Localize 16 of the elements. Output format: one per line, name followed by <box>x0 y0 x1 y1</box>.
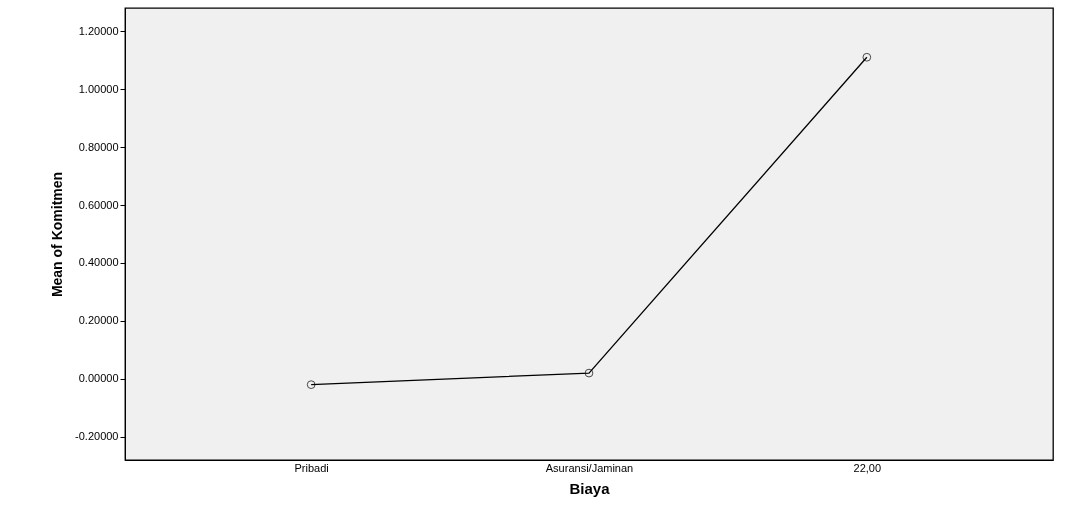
y-tick-label: 0.20000 <box>78 314 119 327</box>
y-tick-label: 0.40000 <box>78 256 119 269</box>
y-tick-label: 0.00000 <box>78 372 119 385</box>
y-tick-label: -0.20000 <box>75 430 119 443</box>
x-tick-label: 22,00 <box>853 461 882 474</box>
point <box>306 380 316 390</box>
y-tick-label: 1.00000 <box>78 82 119 95</box>
y-tick-label: 1.20000 <box>78 24 119 37</box>
y-tick-label: 0.60000 <box>78 198 119 211</box>
y-axis-title: Mean of Komitmen <box>49 171 66 298</box>
x-tick-label: Asuransi/Jaminan <box>545 461 634 474</box>
x-axis-title: Biaya <box>569 479 611 497</box>
x-tick-label: Pribadi <box>294 461 329 474</box>
y-tick-label: 0.80000 <box>78 140 119 153</box>
point <box>584 368 594 378</box>
point <box>862 52 872 62</box>
